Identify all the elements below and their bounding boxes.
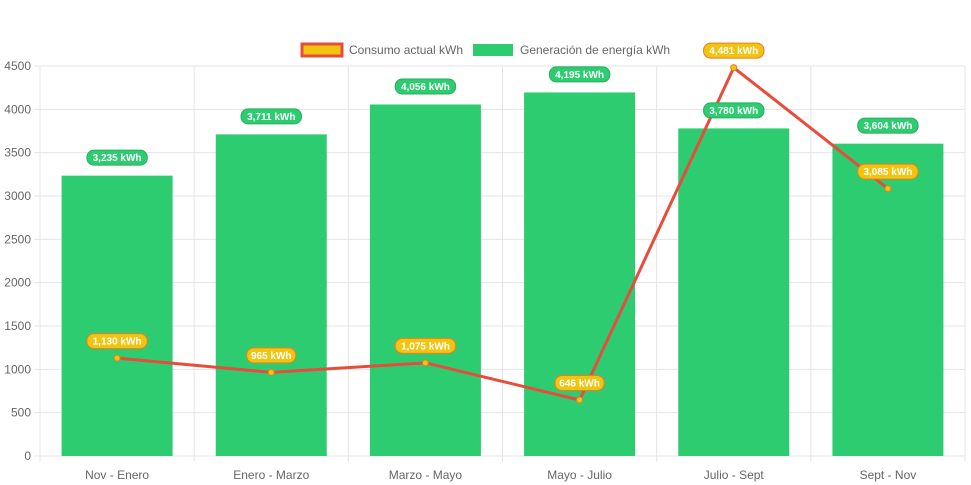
- legend-item-generacion[interactable]: Generación de energía kWh: [473, 43, 670, 57]
- data-label-consumo-text: 1,075 kWh: [401, 341, 450, 352]
- y-tick-label: 3000: [4, 189, 31, 203]
- legend-item-consumo[interactable]: Consumo actual kWh: [300, 42, 463, 58]
- x-tick-label: Enero - Marzo: [233, 468, 309, 482]
- data-label-generacion-bg: [394, 78, 457, 95]
- line-point-consumo[interactable]: [884, 185, 892, 193]
- x-tick-label: Marzo - Mayo: [389, 468, 463, 482]
- data-label-consumo: 4,481 kWh: [703, 42, 765, 59]
- line-consumo-path: [116, 66, 889, 402]
- data-label-consumo-text: 646 kWh: [559, 379, 600, 390]
- x-tick-label: Julio - Sept: [704, 468, 765, 482]
- line-point-consumo[interactable]: [730, 64, 738, 72]
- data-label-generacion-bg: [703, 102, 765, 119]
- data-label-consumo: 1,075 kWh: [394, 337, 457, 354]
- data-label-consumo-bg: [86, 333, 148, 350]
- data-label-consumo-bg: [703, 42, 765, 59]
- data-label-generacion: 3,235 kWh: [86, 149, 148, 166]
- legend-swatch-generacion: [473, 44, 513, 56]
- data-label-consumo-bg: [857, 163, 919, 180]
- data-label-consumo-bg: [394, 337, 457, 354]
- data-label-consumo: 3,085 kWh: [857, 163, 919, 180]
- bar-generacion[interactable]: [832, 143, 944, 457]
- line-point-consumo[interactable]: [267, 368, 275, 376]
- data-label-consumo-text: 1,130 kWh: [93, 337, 142, 348]
- line-consumo: [113, 64, 892, 404]
- data-label-generacion-text: 3,604 kWh: [863, 121, 912, 132]
- data-label-generacion-text: 4,056 kWh: [401, 82, 450, 93]
- data-label-generacion-text: 3,711 kWh: [247, 112, 295, 123]
- y-tick-label: 3500: [4, 146, 31, 160]
- bar-generacion[interactable]: [61, 175, 173, 456]
- bar-generacion[interactable]: [369, 104, 481, 456]
- bars-generacion: [61, 92, 944, 457]
- legend-label-generacion: Generación de energía kWh: [520, 43, 670, 57]
- data-label-generacion-text: 3,235 kWh: [93, 153, 142, 164]
- bar-generacion[interactable]: [215, 134, 327, 456]
- data-label-generacion: 3,604 kWh: [857, 117, 919, 134]
- data-label-generacion-bg: [240, 108, 302, 125]
- data-label-consumo-bg: [246, 347, 297, 364]
- data-label-consumo-text: 4,481 kWh: [709, 46, 758, 57]
- data-label-consumo-text: 3,085 kWh: [863, 167, 912, 178]
- data-label-generacion: 3,711 kWh: [240, 108, 302, 125]
- line-point-consumo[interactable]: [421, 359, 429, 367]
- data-label-generacion-text: 4,195 kWh: [555, 70, 604, 81]
- y-tick-label: 4000: [4, 102, 31, 116]
- data-label-consumo: 1,130 kWh: [86, 333, 148, 350]
- y-tick-label: 0: [24, 449, 31, 463]
- line-point-consumo[interactable]: [576, 396, 584, 404]
- axes: 0 500 1000 1500 2000 2500 3000 3500 4000 4500 Nov …: [4, 59, 916, 482]
- data-label-generacion-bg: [857, 117, 919, 134]
- y-tick-label: 2500: [4, 232, 31, 246]
- data-label-generacion: 3,780 kWh: [703, 102, 765, 119]
- data-label-generacion: 4,056 kWh: [394, 78, 457, 95]
- y-tick-label: 4500: [4, 59, 31, 73]
- data-label-generacion-bg: [548, 66, 611, 83]
- bar-generacion[interactable]: [678, 128, 790, 456]
- data-label-generacion: 4,195 kWh: [548, 66, 611, 83]
- x-tick-label: Sept - Nov: [860, 468, 917, 482]
- x-tick-label: Nov - Enero: [85, 468, 149, 482]
- legend-label-consumo: Consumo actual kWh: [349, 43, 463, 57]
- line-point-consumo[interactable]: [113, 354, 121, 362]
- data-label-consumo: 965 kWh: [246, 347, 297, 364]
- data-label-generacion-bg: [86, 149, 148, 166]
- data-labels: 3,235 kWh 3,711 kWh 4,056 kWh 4,195 kWh 3,78…: [86, 42, 919, 392]
- grid: [34, 65, 966, 462]
- data-label-generacion-text: 3,780 kWh: [709, 106, 758, 117]
- y-tick-label: 500: [11, 406, 31, 420]
- y-tick-label: 1000: [4, 362, 31, 376]
- x-tick-label: Mayo - Julio: [547, 468, 612, 482]
- y-tick-label: 2000: [4, 276, 31, 290]
- data-label-consumo: 646 kWh: [554, 375, 605, 392]
- data-label-consumo-bg: [554, 375, 605, 392]
- legend-swatch-consumo: [300, 42, 344, 58]
- data-label-consumo-text: 965 kWh: [251, 351, 292, 362]
- y-tick-label: 1500: [4, 319, 31, 333]
- legend: Consumo actual kWh Generación de energía…: [300, 42, 670, 58]
- bar-generacion[interactable]: [524, 92, 636, 456]
